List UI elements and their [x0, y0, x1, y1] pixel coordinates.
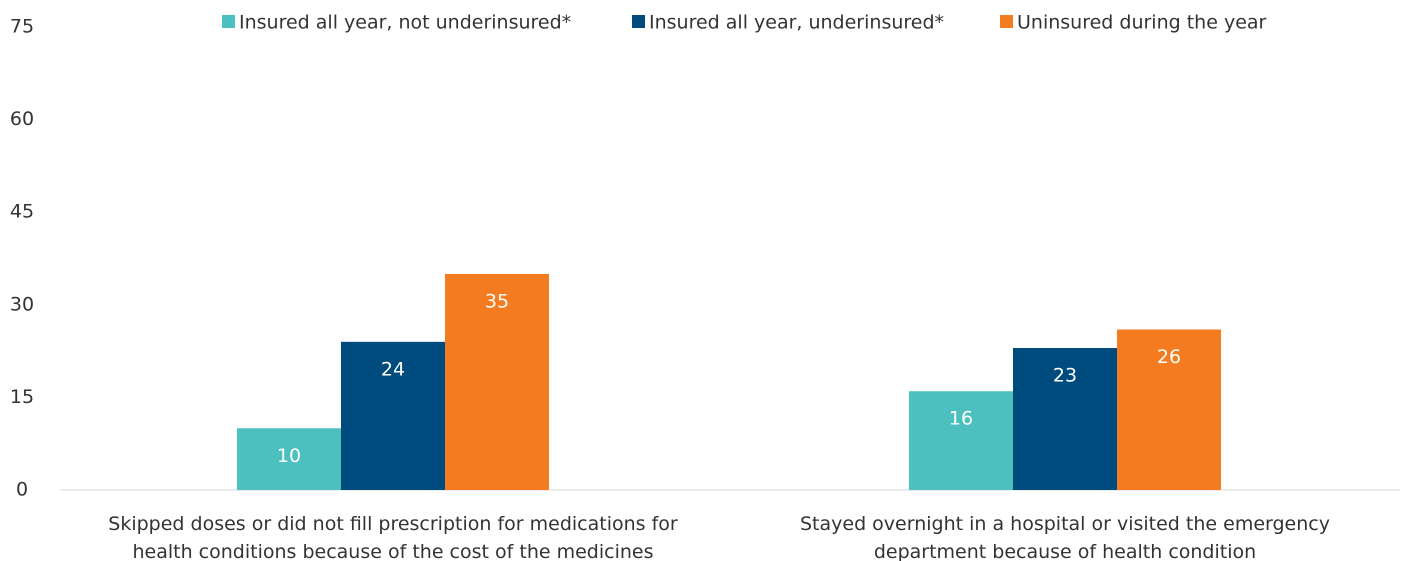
x-tick-label: Stayed overnight in a hospital or visite… [800, 513, 1330, 561]
legend-swatch [222, 15, 235, 28]
y-tick-label: 0 [16, 479, 28, 501]
data-label: 35 [485, 290, 509, 312]
y-tick-label: 30 [10, 293, 34, 315]
y-tick-label: 60 [10, 108, 34, 130]
data-label: 16 [949, 408, 973, 430]
bar [445, 273, 549, 490]
data-label: 10 [277, 445, 301, 467]
data-label: 23 [1053, 365, 1077, 387]
bar [909, 391, 1013, 490]
bar [1117, 329, 1221, 490]
legend-label: Insured all year, not underinsured* [239, 12, 571, 34]
legend-swatch [1000, 15, 1013, 28]
bar [1013, 348, 1117, 490]
x-tick-label: Skipped doses or did not fill prescripti… [108, 513, 678, 561]
bar [237, 428, 341, 490]
y-tick-label: 45 [10, 201, 34, 223]
data-label: 24 [381, 358, 405, 380]
legend-swatch [632, 15, 645, 28]
y-tick-label: 75 [10, 16, 34, 38]
legend-label: Uninsured during the year [1017, 12, 1267, 34]
bar [341, 341, 445, 490]
data-label: 26 [1157, 346, 1181, 368]
legend-label: Insured all year, underinsured* [649, 12, 944, 34]
y-tick-label: 15 [10, 386, 34, 408]
